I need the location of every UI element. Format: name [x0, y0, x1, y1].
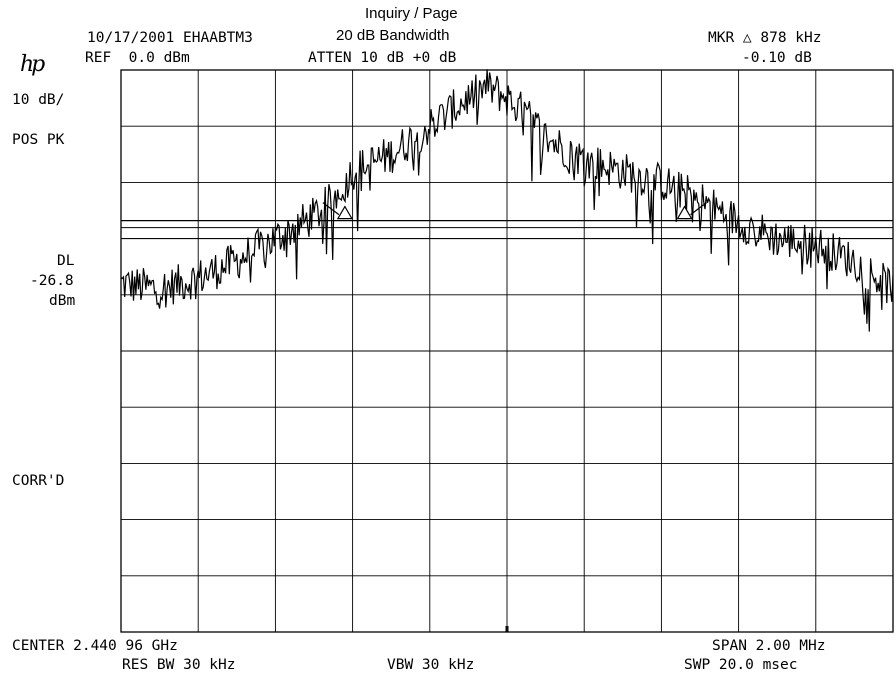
res-bw-label: RES BW 30 kHz	[122, 657, 236, 673]
vbw-label: VBW 30 kHz	[387, 657, 475, 673]
sweep-label: SWP 20.0 msec	[684, 657, 798, 673]
marker-leader	[322, 202, 340, 216]
span-label: SPAN 2.00 MHz	[712, 638, 826, 654]
ref-level: REF 0.0 dBm	[85, 50, 190, 66]
attenuation: ATTEN 10 dB +0 dB	[308, 50, 457, 66]
grid	[120, 69, 894, 633]
spectrum-trace	[120, 69, 894, 332]
center-frequency: CENTER 2.440 96 GHz	[12, 638, 178, 654]
display-line-value: -26.8	[30, 273, 74, 289]
marker-label: MKR △ 878 kHz	[708, 30, 822, 46]
test-name: 20 dB Bandwidth	[336, 27, 450, 44]
date-line: 10/17/2001 EHAABTM3	[87, 30, 253, 46]
marker-triangle	[676, 205, 693, 220]
hp-logo: hp	[20, 52, 45, 77]
scale-label: 10 dB/	[12, 92, 65, 108]
marker-value: -0.10 dB	[742, 50, 812, 66]
correction-label: CORR'D	[12, 473, 65, 489]
chart-marks	[120, 69, 894, 332]
display-line-label: DL	[57, 253, 75, 269]
marker-leader	[690, 202, 707, 216]
detector-label: POS PK	[12, 132, 65, 148]
marker-triangle	[336, 205, 353, 220]
display-line-unit: dBm	[49, 293, 76, 309]
page-title: Inquiry / Page	[365, 5, 458, 22]
